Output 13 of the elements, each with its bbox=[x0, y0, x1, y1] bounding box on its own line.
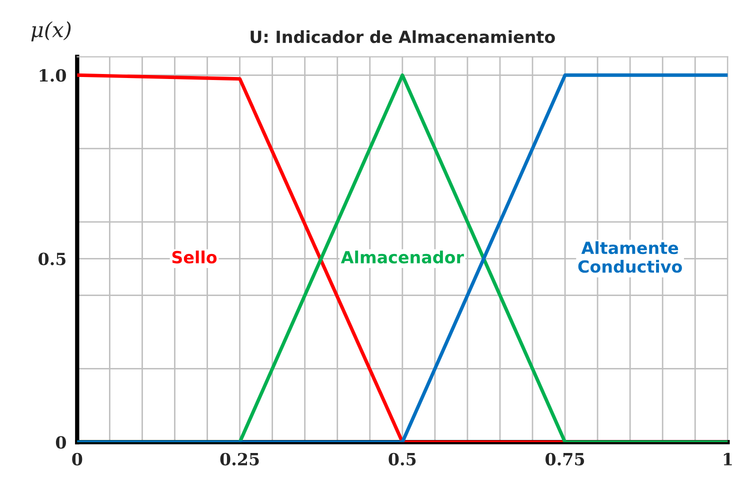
x-tick-label: 0.75 bbox=[546, 452, 584, 466]
x-tick-label: 0 bbox=[72, 452, 82, 466]
text: Altamente Conductivo bbox=[578, 241, 682, 273]
text: Sello bbox=[172, 250, 217, 264]
y-tick-label: 0 bbox=[56, 436, 66, 449]
x-tick-label: 0.5 bbox=[388, 452, 416, 466]
x-tick-label: 1 bbox=[724, 452, 732, 466]
x-tick-label: 0.25 bbox=[220, 452, 259, 466]
y-tick-label: 0.5 bbox=[38, 252, 66, 266]
y-axis-title: μ(x) bbox=[31, 21, 71, 42]
chart-title: U: Indicador de Almacenamiento bbox=[250, 30, 555, 44]
y-tick-label: 1.0 bbox=[40, 69, 66, 82]
series-label: Almacenador bbox=[340, 250, 464, 264]
